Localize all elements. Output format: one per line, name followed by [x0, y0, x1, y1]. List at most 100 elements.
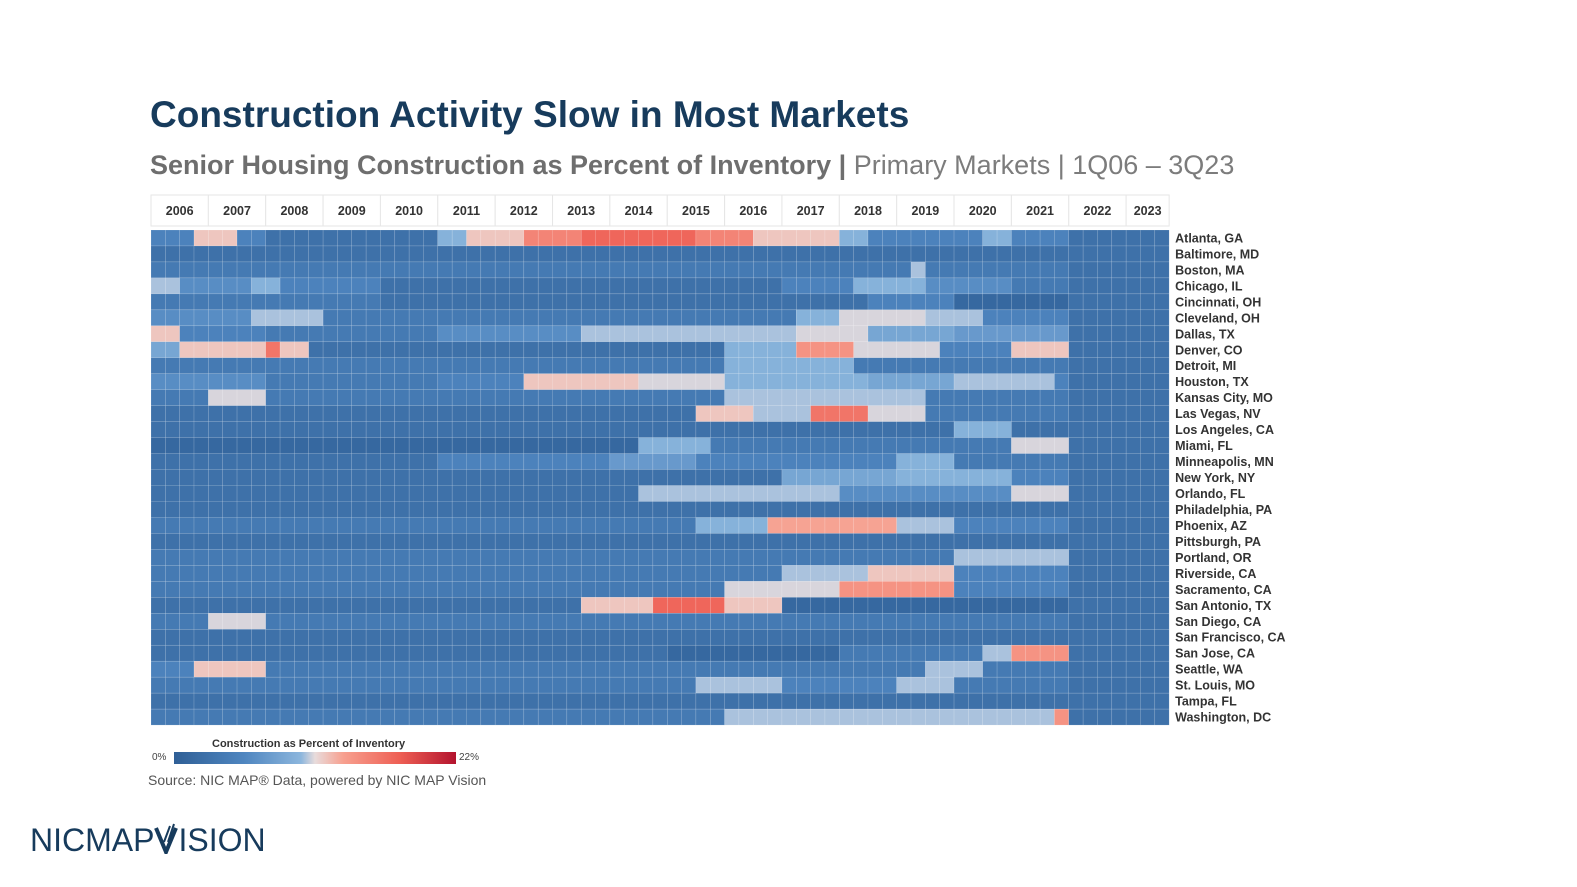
heatmap-cell	[251, 469, 266, 486]
heatmap-cell	[537, 581, 553, 598]
heatmap-cell	[1154, 405, 1170, 422]
heatmap-cell	[623, 437, 639, 454]
heatmap-cell	[1125, 581, 1141, 598]
heatmap-cell	[480, 501, 496, 518]
heatmap-cell	[724, 629, 740, 646]
heatmap-cell	[423, 597, 439, 614]
heatmap-cell	[322, 229, 338, 247]
heatmap-cell	[394, 245, 410, 263]
heatmap-cell	[853, 245, 869, 263]
heatmap-cell	[537, 453, 553, 470]
heatmap-cell	[1097, 660, 1113, 678]
heatmap-cell	[781, 453, 797, 470]
heatmap-cell	[824, 405, 840, 422]
heatmap-cell	[222, 676, 238, 694]
heatmap-cell	[853, 421, 869, 438]
heatmap-cell	[738, 660, 754, 678]
heatmap-cell	[537, 485, 553, 502]
heatmap-cell	[509, 389, 525, 406]
heatmap-cell	[208, 373, 223, 390]
heatmap-cell	[337, 325, 353, 343]
heatmap-cell	[896, 565, 912, 582]
heatmap-cell	[853, 437, 869, 454]
heatmap-cell	[552, 405, 568, 422]
heatmap-cell	[681, 437, 697, 454]
heatmap-cell	[595, 549, 611, 566]
heatmap-cell	[380, 293, 396, 311]
heatmap-cell	[853, 565, 869, 582]
heatmap-cell	[193, 341, 209, 359]
heatmap-cell	[652, 277, 668, 295]
heatmap-cell	[394, 437, 410, 454]
heatmap-cell	[781, 341, 797, 359]
heatmap-cell	[408, 357, 424, 374]
heatmap-cell	[796, 261, 811, 279]
heatmap-cell	[652, 549, 668, 566]
heatmap-cell	[623, 501, 639, 518]
heatmap-cell	[279, 517, 295, 534]
heatmap-cell	[222, 229, 238, 247]
heatmap-cell	[566, 389, 582, 406]
heatmap-cell	[824, 229, 840, 247]
heatmap-cell	[394, 660, 410, 678]
heatmap-cell	[781, 405, 797, 422]
heatmap-cell	[437, 517, 453, 534]
heatmap-cell	[423, 421, 439, 438]
heatmap-cell	[437, 373, 453, 390]
heatmap-cell	[968, 708, 983, 726]
heatmap-cell	[222, 660, 238, 678]
heatmap-cell	[423, 309, 439, 327]
heatmap-cell	[595, 421, 611, 438]
heatmap-cell	[1054, 261, 1070, 279]
heatmap-cell	[638, 597, 654, 614]
heatmap-cell	[322, 261, 338, 279]
heatmap-cell	[882, 676, 897, 694]
heatmap-cell	[681, 357, 697, 374]
heatmap-cell	[1082, 309, 1098, 327]
heatmap-cell	[351, 660, 367, 678]
heatmap-cell	[337, 373, 353, 390]
heatmap-cell	[710, 229, 725, 247]
heatmap-cell	[996, 405, 1012, 422]
heatmap-cell	[1140, 501, 1156, 518]
heatmap-cell	[466, 660, 482, 678]
heatmap-cell	[666, 229, 682, 247]
heatmap-cell	[767, 261, 783, 279]
heatmap-cell	[351, 421, 367, 438]
market-label: Washington, DC	[1175, 711, 1271, 725]
heatmap-cell	[480, 405, 496, 422]
heatmap-cell	[394, 389, 410, 406]
heatmap-cell	[753, 485, 768, 502]
heatmap-cell	[1039, 421, 1055, 438]
heatmap-cell	[1082, 708, 1098, 726]
heatmap-cell	[925, 325, 940, 343]
heatmap-cell	[1154, 309, 1170, 327]
heatmap-cell	[910, 708, 926, 726]
heatmap-cell	[165, 533, 180, 550]
heatmap-cell	[480, 389, 496, 406]
heatmap-cell	[251, 293, 266, 311]
heatmap-cell	[1082, 549, 1098, 566]
heatmap-cell	[638, 453, 654, 470]
heatmap-cell	[1025, 629, 1041, 646]
heatmap-cell	[394, 565, 410, 582]
heatmap-cell	[251, 692, 266, 710]
heatmap-cell	[509, 629, 525, 646]
heatmap-cell	[710, 261, 725, 279]
heatmap-cell	[523, 453, 539, 470]
heatmap-cell	[638, 676, 654, 694]
heatmap-cell	[566, 485, 582, 502]
heatmap-cell	[839, 692, 854, 710]
heatmap-cell	[279, 245, 295, 263]
heatmap-cell	[193, 293, 209, 311]
heatmap-cell	[638, 692, 654, 710]
heatmap-cell	[939, 261, 955, 279]
heatmap-cell	[1039, 325, 1055, 343]
heatmap-cell	[810, 341, 826, 359]
heatmap-cell	[882, 692, 897, 710]
heatmap-cell	[337, 341, 353, 359]
heatmap-cell	[580, 660, 596, 678]
heatmap-cell	[1097, 357, 1113, 374]
heatmap-cell	[867, 660, 883, 678]
heatmap-cell	[738, 357, 754, 374]
